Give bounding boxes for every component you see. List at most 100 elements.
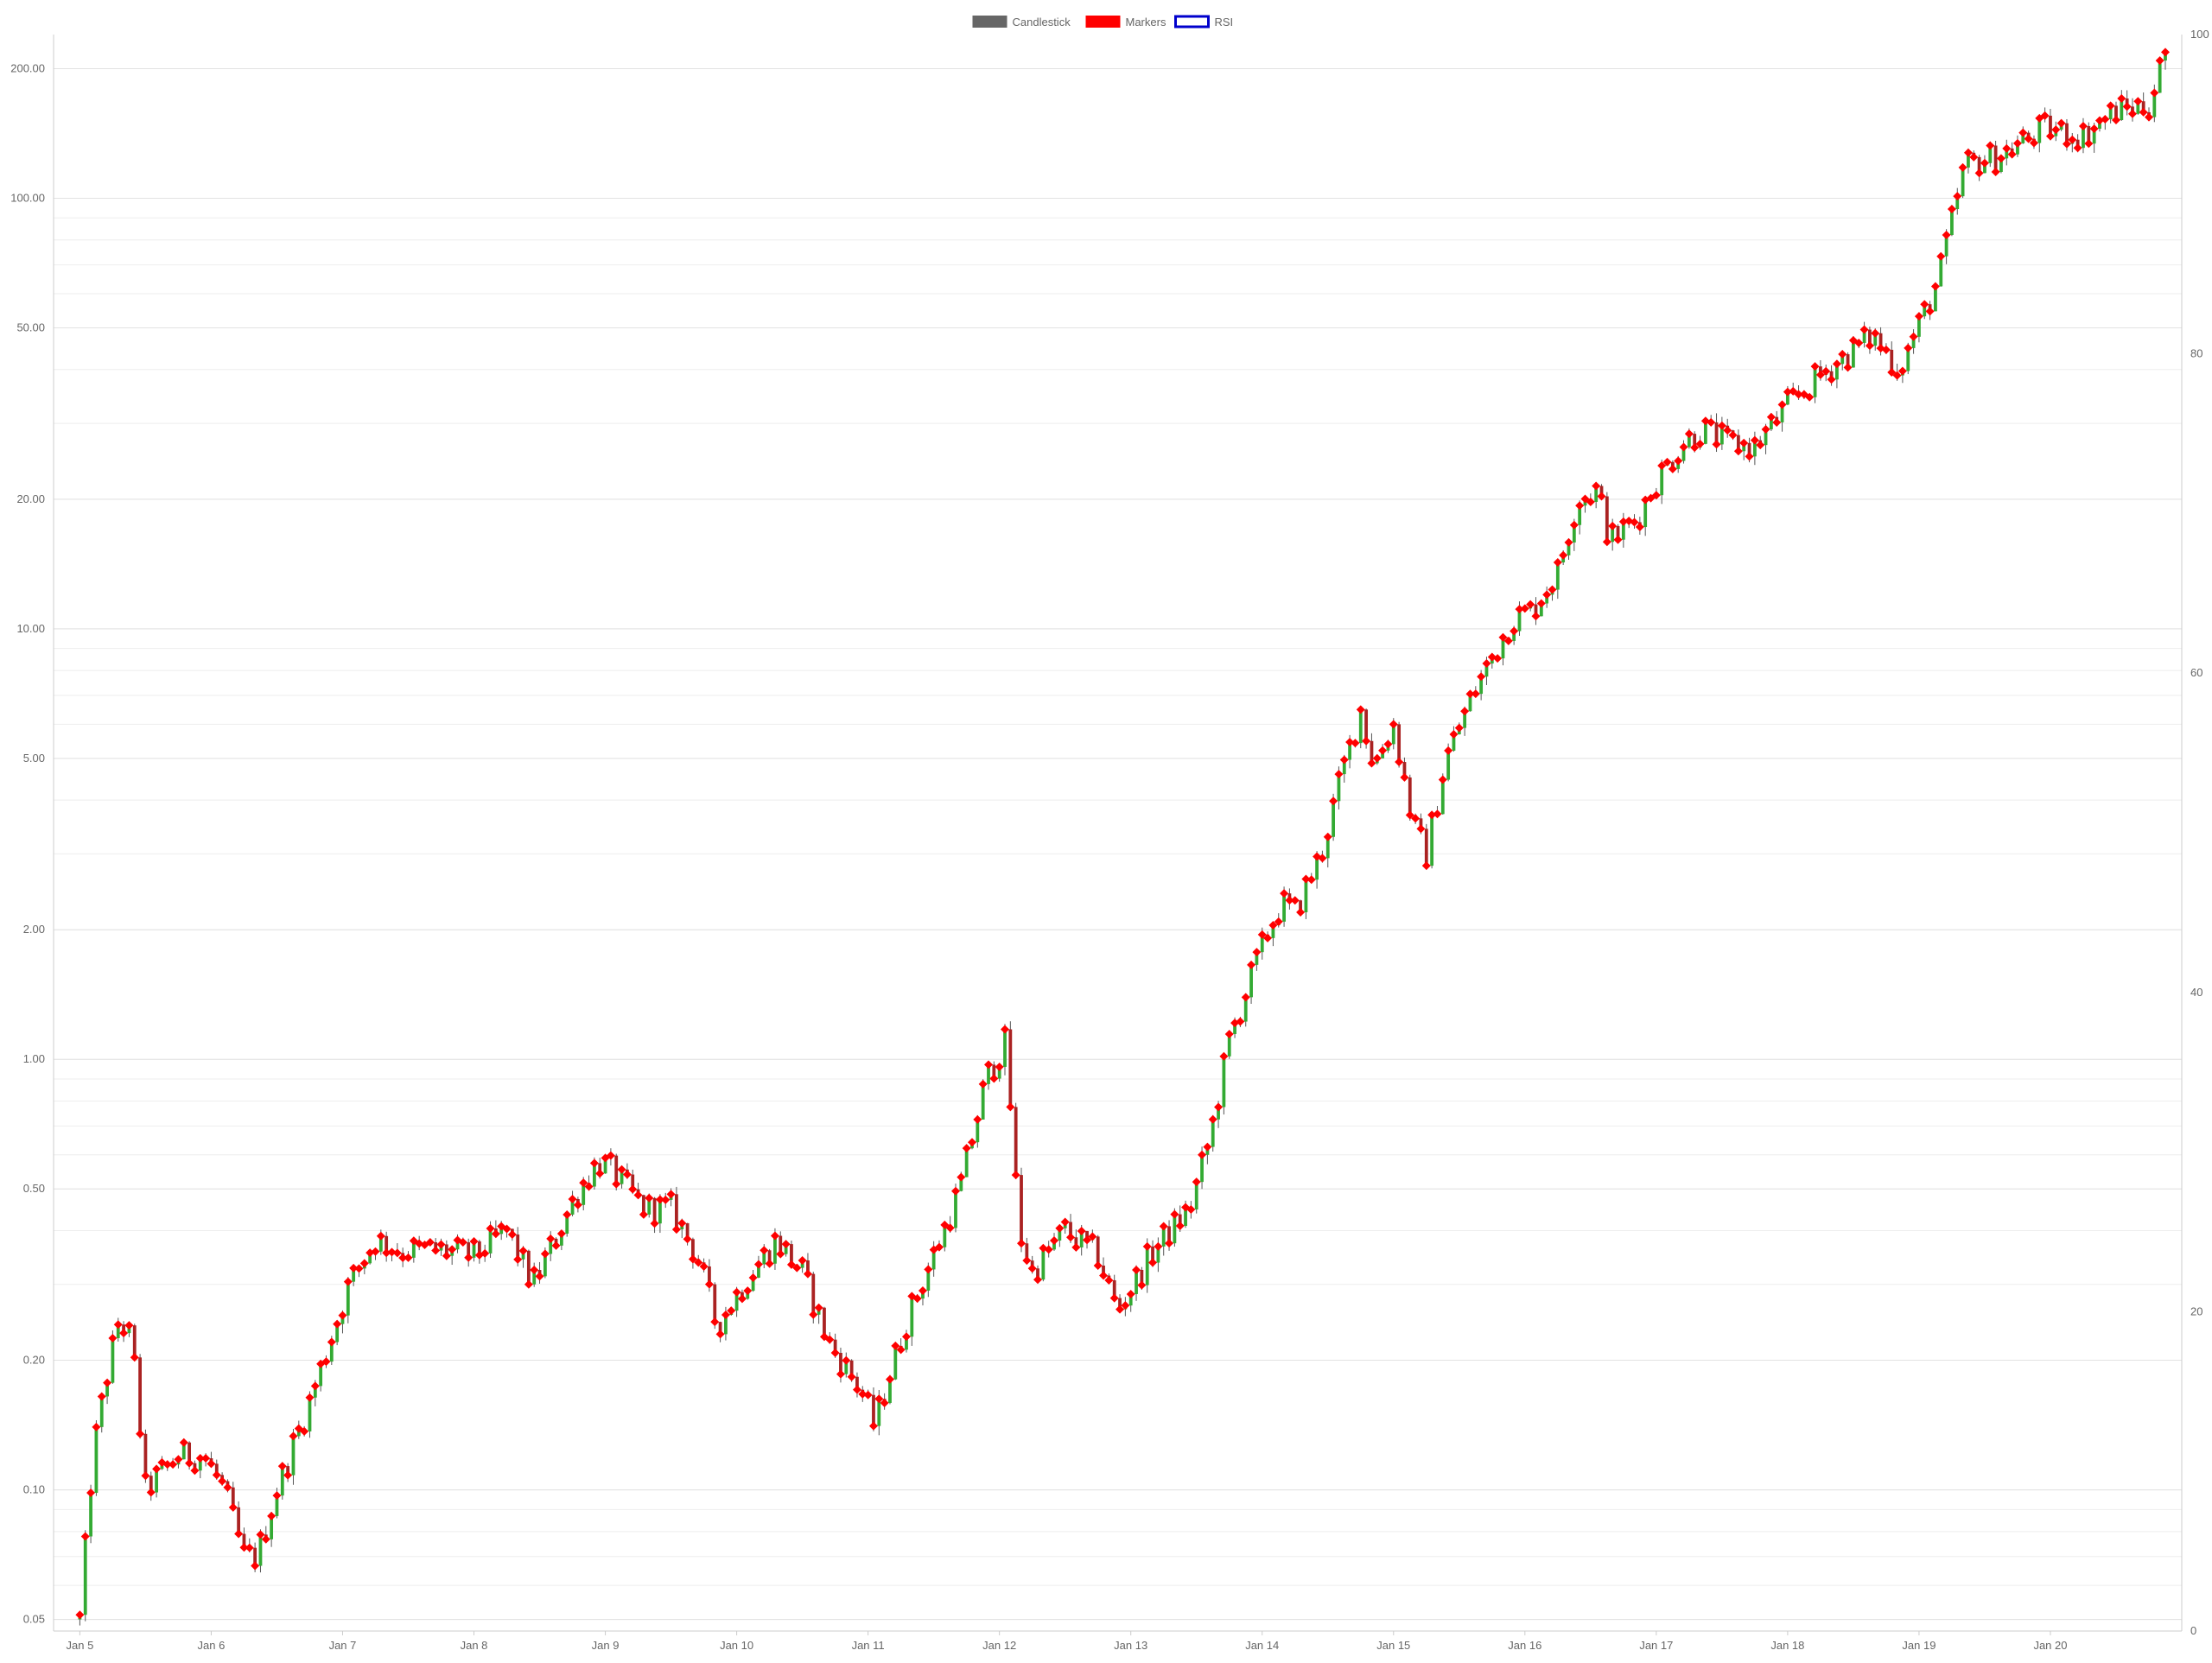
y-tick-label-left: 20.00 [16, 492, 45, 505]
marker-point [1285, 896, 1294, 905]
candle-body [1463, 711, 1467, 728]
marker-point [776, 1249, 785, 1259]
candle-body [1200, 1154, 1204, 1183]
marker-point [75, 1610, 85, 1620]
marker-point [645, 1193, 654, 1203]
marker-point [1104, 1275, 1114, 1285]
marker-point [359, 1259, 369, 1268]
legend-label: Markers [1126, 16, 1166, 29]
marker-point [234, 1529, 244, 1539]
marker-point [2084, 139, 2094, 149]
marker-point [563, 1209, 572, 1219]
candle-body [976, 1119, 980, 1143]
candle-body [757, 1264, 760, 1278]
marker-point [2068, 135, 2077, 144]
candle-body [2141, 101, 2145, 112]
marker-point [486, 1223, 495, 1233]
marker-point [814, 1303, 823, 1312]
candle-body [149, 1476, 153, 1493]
marker-point [540, 1249, 550, 1259]
marker-point [1756, 441, 1765, 450]
candle-body [143, 1433, 148, 1476]
legend: Candlestick Markers RSI [972, 15, 1233, 29]
marker-point [1306, 875, 1316, 885]
marker-point [1323, 832, 1332, 841]
candle-body [1873, 333, 1878, 346]
marker-point [1170, 1209, 1179, 1219]
candle-body [767, 1250, 772, 1264]
marker-point [617, 1165, 626, 1174]
marker-point [710, 1317, 720, 1327]
marker-point [885, 1374, 894, 1384]
marker-point [1224, 1029, 1234, 1038]
marker-point [327, 1337, 336, 1347]
marker-point [1050, 1236, 1059, 1246]
marker-point [1142, 1241, 1152, 1251]
marker-point [2002, 143, 2012, 153]
marker-point [1175, 1222, 1185, 1231]
marker-point [1438, 775, 1447, 784]
candle-body [954, 1190, 957, 1228]
marker-series [75, 48, 2170, 1620]
marker-point [289, 1431, 298, 1441]
marker-point [579, 1178, 588, 1188]
candle-body [138, 1357, 142, 1434]
marker-point [2133, 97, 2143, 106]
marker-point [425, 1238, 435, 1247]
y-tick-label-right: 0 [2190, 1624, 2196, 1637]
marker-point [404, 1253, 413, 1262]
marker-point [1482, 659, 1491, 669]
marker-point [2111, 116, 2120, 125]
candle-body [1118, 1298, 1122, 1310]
marker-point [392, 1248, 402, 1258]
marker-point [1083, 1235, 1092, 1245]
y-tick-label-right: 40 [2190, 986, 2202, 999]
marker-point [2018, 128, 2028, 137]
legend-swatch-rsi [1174, 15, 1210, 29]
marker-point [934, 1242, 944, 1252]
candle-body [964, 1148, 969, 1177]
marker-point [1520, 604, 1529, 613]
candle-body [1785, 391, 1789, 405]
marker-point [1789, 386, 1798, 396]
candle-body [2114, 105, 2118, 121]
candle-body [329, 1342, 334, 1362]
candle-body [1041, 1247, 1046, 1280]
candle-body [2152, 92, 2157, 117]
marker-point [1339, 755, 1349, 765]
x-tick-label: Jan 17 [1639, 1639, 1673, 1652]
candle-body [1079, 1231, 1084, 1247]
marker-point [1367, 759, 1376, 768]
candle-body [2016, 143, 2019, 155]
marker-point [573, 1200, 582, 1209]
candle-body [1813, 366, 1817, 397]
marker-point [1395, 758, 1404, 767]
marker-point [1914, 312, 1923, 321]
candle-body [1364, 709, 1369, 741]
candle-body [1271, 925, 1275, 938]
marker-point [1920, 300, 1929, 309]
marker-point [1411, 814, 1421, 823]
candle-body [1572, 524, 1576, 543]
marker-point [798, 1255, 807, 1265]
marker-point [277, 1462, 287, 1471]
marker-point [1810, 362, 1820, 371]
marker-point [792, 1263, 802, 1273]
y-axis-right-ticks: 0 20 40 60 80 100 [2190, 28, 2209, 1637]
marker-point [1761, 424, 1770, 434]
candle-body [1923, 304, 1927, 317]
candle-body [598, 1163, 602, 1174]
candle-body [1878, 333, 1883, 349]
candle-body [685, 1222, 690, 1240]
x-tick-label: Jan 5 [67, 1639, 94, 1652]
candle-body [105, 1382, 109, 1397]
marker-point [973, 1114, 982, 1124]
marker-point [1717, 421, 1726, 430]
candle-body [99, 1396, 104, 1427]
marker-point [1055, 1223, 1065, 1233]
marker-point [1493, 654, 1503, 663]
marker-point [1263, 933, 1273, 943]
marker-point [2106, 101, 2115, 111]
marker-point [677, 1218, 687, 1228]
